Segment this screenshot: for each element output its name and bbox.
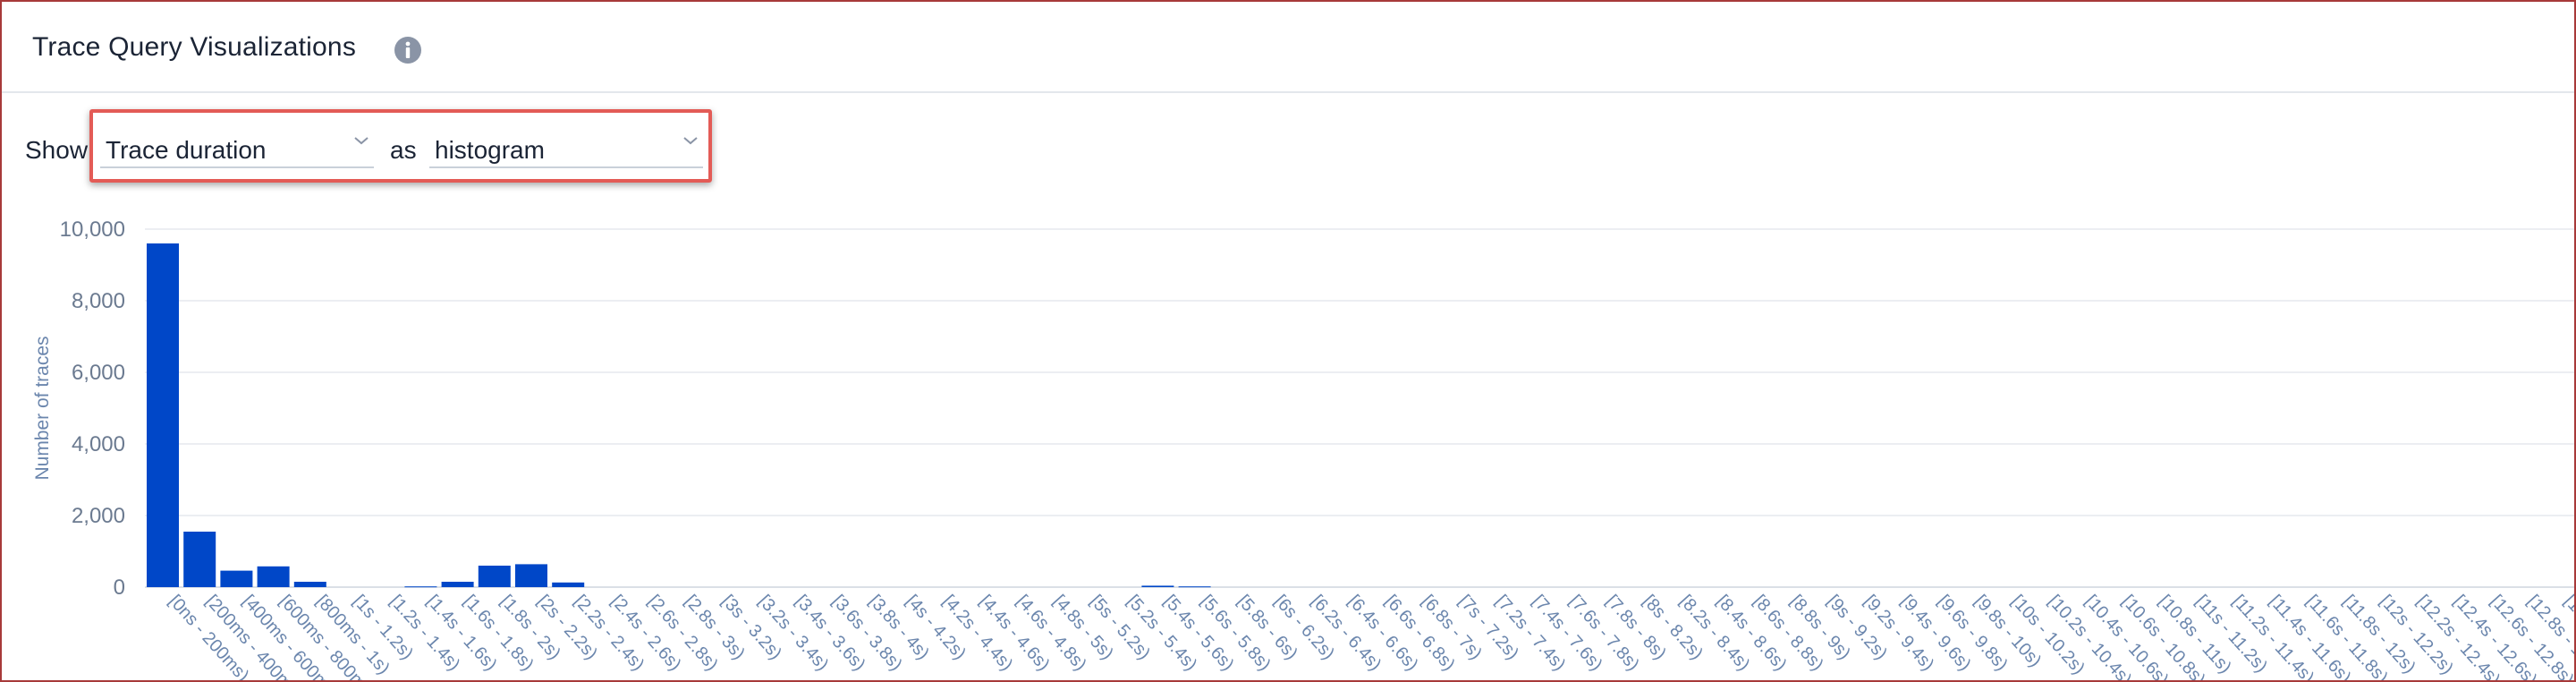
grid-lines [145,228,2574,588]
histogram-bar[interactable] [257,566,290,587]
histogram-bar[interactable] [147,243,179,587]
histogram-bar[interactable] [404,586,437,588]
y-tick-label: 6,000 [72,361,125,385]
as-label: as [390,136,417,164]
y-tick-label: 0 [114,575,125,600]
chevron-down-icon [354,137,369,145]
histogram-bar[interactable] [552,582,585,587]
visualization-type-value: histogram [435,136,545,164]
histogram-bar[interactable] [183,532,216,587]
controls-highlight-box [89,109,712,183]
visualization-type-select[interactable]: histogram [429,122,703,168]
histogram-bar[interactable] [293,582,326,587]
histogram-bar[interactable] [220,570,253,587]
info-icon[interactable] [394,36,422,64]
panel-title: Trace Query Visualizations [32,32,357,62]
metric-select-value: Trace duration [106,136,267,164]
chevron-down-icon [683,137,698,145]
x-axis-ticks: [0ns - 200ms)[200ms - 400ms)[400ms - 600… [165,592,2574,680]
visualization-controls: Show Trace duration as histogram [2,107,735,188]
y-tick-label: 10,000 [60,217,125,242]
histogram-bar[interactable] [1141,585,1174,587]
histogram-bar[interactable] [441,582,474,587]
panel-header: Trace Query Visualizations [2,2,2574,93]
y-axis-label: Number of traces [32,336,53,480]
y-tick-label: 2,000 [72,504,125,528]
histogram-bar[interactable] [515,564,547,587]
y-tick-label: 4,000 [72,432,125,456]
y-tick-label: 8,000 [72,289,125,313]
metric-select[interactable]: Trace duration [100,122,374,168]
bars [147,243,1211,588]
y-axis-ticks: 0 2,000 4,000 6,000 8,000 10,000 [60,217,125,600]
show-label: Show [25,136,89,164]
histogram-bar[interactable] [478,566,511,587]
histogram-bar[interactable] [1178,586,1211,588]
